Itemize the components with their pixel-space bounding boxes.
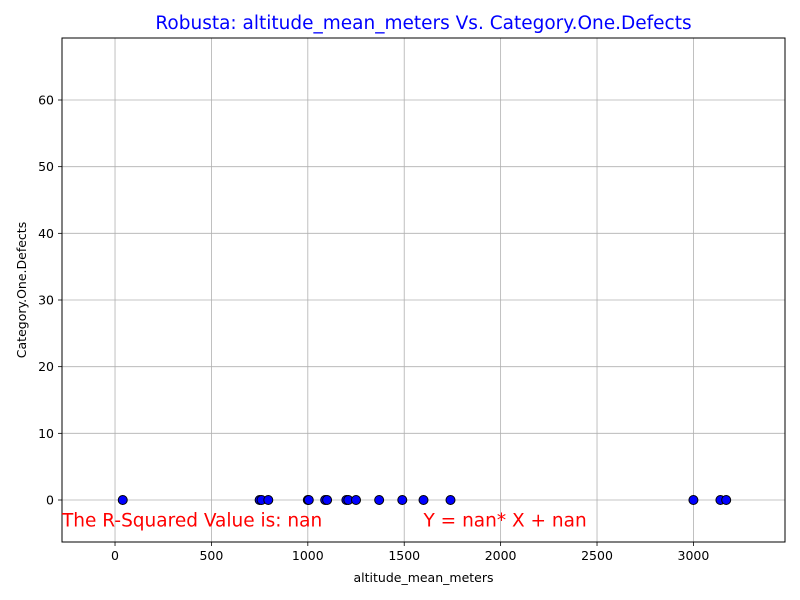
y-axis-label: Category.One.Defects — [14, 222, 29, 358]
y-tick-label: 50 — [38, 159, 54, 174]
data-point — [721, 495, 732, 505]
grid-layer — [62, 38, 785, 542]
y-tick-label: 10 — [38, 426, 54, 441]
data-point — [418, 495, 429, 505]
x-tick-label: 500 — [199, 548, 223, 563]
r-squared-annotation: The R-Squared Value is: nan — [61, 511, 322, 532]
data-point — [322, 495, 333, 505]
data-point — [117, 495, 128, 505]
data-point — [303, 495, 314, 505]
x-axis-label: altitude_mean_meters — [353, 570, 493, 585]
x-tick-label: 1000 — [292, 548, 324, 563]
data-point — [688, 495, 699, 505]
data-point — [351, 495, 362, 505]
y-tick-label: 0 — [46, 493, 54, 508]
data-point — [263, 495, 274, 505]
x-tick-label: 1500 — [388, 548, 420, 563]
regression-equation-annotation: Y = nan* X + nan — [423, 511, 587, 532]
y-tick-label: 20 — [38, 359, 54, 374]
chart-title: Robusta: altitude_mean_meters Vs. Catego… — [155, 13, 691, 34]
x-tick-label: 0 — [111, 548, 119, 563]
points-layer — [117, 495, 732, 505]
y-tick-label: 60 — [38, 93, 54, 108]
x-tick-label: 3000 — [678, 548, 710, 563]
data-point — [374, 495, 385, 505]
x-tick-label: 2500 — [581, 548, 613, 563]
data-point — [397, 495, 408, 505]
data-point — [445, 495, 456, 505]
ticks-layer: 0 500 1000 1500 2000 2500 3000 0 10 20 30 40 50 60 — [38, 93, 709, 564]
plot-frame — [61, 37, 786, 543]
y-tick-label: 40 — [38, 226, 54, 241]
x-tick-label: 2000 — [485, 548, 517, 563]
y-tick-label: 30 — [38, 293, 54, 308]
